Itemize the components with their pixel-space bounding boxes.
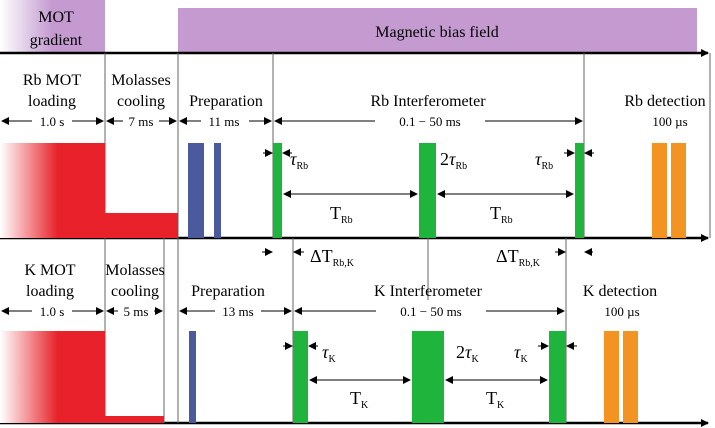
rb-mot-pulse bbox=[0, 143, 105, 238]
k-raman-pulse-3 bbox=[549, 331, 566, 423]
rb-T-label-1: TRb bbox=[330, 203, 353, 226]
rb-interferometer-label: Rb Interferometer bbox=[370, 93, 486, 110]
k-preparation-duration: 13 ms bbox=[222, 304, 253, 319]
k-mot-duration: 1.0 s bbox=[40, 304, 65, 319]
k-molasses-duration: 5 ms bbox=[124, 304, 149, 319]
rb-mot-loading-label-1: Rb MOT bbox=[23, 72, 81, 89]
magnetic-bias-field-bar bbox=[178, 8, 697, 52]
k-detect-pulse-2 bbox=[623, 331, 638, 423]
rb-tau-label-1: τRb bbox=[290, 149, 308, 172]
k-tau-label-3: τK bbox=[514, 342, 528, 365]
k-duration-label-backs bbox=[32, 303, 642, 319]
k-detection-label: K detection bbox=[583, 283, 657, 300]
mot-gradient-label-1: MOT bbox=[38, 9, 74, 26]
rb-interferometer-duration: 0.1 − 50 ms bbox=[399, 114, 461, 129]
k-molasses-label-1: Molasses bbox=[105, 262, 165, 279]
k-tau-label-1: τK bbox=[322, 342, 336, 365]
rb-preparation-duration: 11 ms bbox=[209, 114, 240, 129]
rb-T-label-2: TRb bbox=[490, 203, 513, 226]
k-detection-duration: 100 µs bbox=[604, 304, 639, 319]
k-preparation-label: Preparation bbox=[191, 283, 265, 300]
k-raman-pulse-2 bbox=[412, 331, 444, 423]
rb-raman-pulse-2 bbox=[419, 143, 436, 238]
rb-duration-label-backs bbox=[32, 113, 690, 129]
k-mot-loading-label-2: loading bbox=[26, 283, 74, 300]
rb-mot-loading-label-2: loading bbox=[28, 93, 76, 110]
rb-detect-pulse-2 bbox=[671, 143, 686, 238]
rb-2tau-label: 2τRb bbox=[440, 149, 467, 172]
mot-gradient-bar bbox=[0, 0, 105, 52]
rb-detection-duration: 100 µs bbox=[652, 114, 687, 129]
k-pulse-width-arrows bbox=[283, 342, 577, 384]
rb-molasses-pulse bbox=[105, 213, 178, 238]
rb-detect-pulse-1 bbox=[652, 143, 667, 238]
rb-molasses-label-1: Molasses bbox=[111, 72, 171, 89]
mot-gradient-label-2: gradient bbox=[30, 32, 83, 49]
k-2tau-label: 2τK bbox=[456, 342, 479, 365]
rb-molasses-duration: 7 ms bbox=[129, 114, 154, 129]
rb-pulse-width-arrows bbox=[263, 149, 594, 198]
k-interferometer-label: K Interferometer bbox=[374, 283, 483, 300]
k-raman-pulse-1 bbox=[293, 331, 308, 423]
rb-prep-pulse-1 bbox=[188, 143, 204, 238]
k-molasses-label-2: cooling bbox=[111, 283, 159, 300]
rb-preparation-label: Preparation bbox=[189, 93, 263, 110]
rb-tau-label-3: τRb bbox=[535, 149, 553, 172]
k-T-label-1: TK bbox=[350, 388, 369, 411]
delta-t-rbk-left: ΔTRb,K bbox=[310, 246, 355, 269]
rb-molasses-label-2: cooling bbox=[117, 93, 165, 110]
rb-prep-pulse-2 bbox=[214, 143, 221, 238]
rb-detection-label: Rb detection bbox=[624, 93, 705, 110]
k-molasses-pulse bbox=[105, 416, 164, 423]
k-prep-pulse bbox=[189, 331, 196, 423]
k-T-label-2: TK bbox=[486, 388, 505, 411]
k-detect-pulse-1 bbox=[604, 331, 619, 423]
k-mot-loading-label-1: K MOT bbox=[24, 262, 75, 279]
rb-raman-pulse-3 bbox=[575, 143, 584, 238]
magnetic-bias-field-label: Magnetic bias field bbox=[375, 24, 499, 41]
k-interferometer-duration: 0.1 − 50 ms bbox=[400, 304, 462, 319]
rb-raman-pulse-1 bbox=[273, 143, 282, 238]
k-mot-pulse bbox=[0, 331, 105, 423]
delta-t-rbk-right: ΔTRb,K bbox=[496, 246, 541, 269]
rb-mot-duration: 1.0 s bbox=[40, 114, 65, 129]
